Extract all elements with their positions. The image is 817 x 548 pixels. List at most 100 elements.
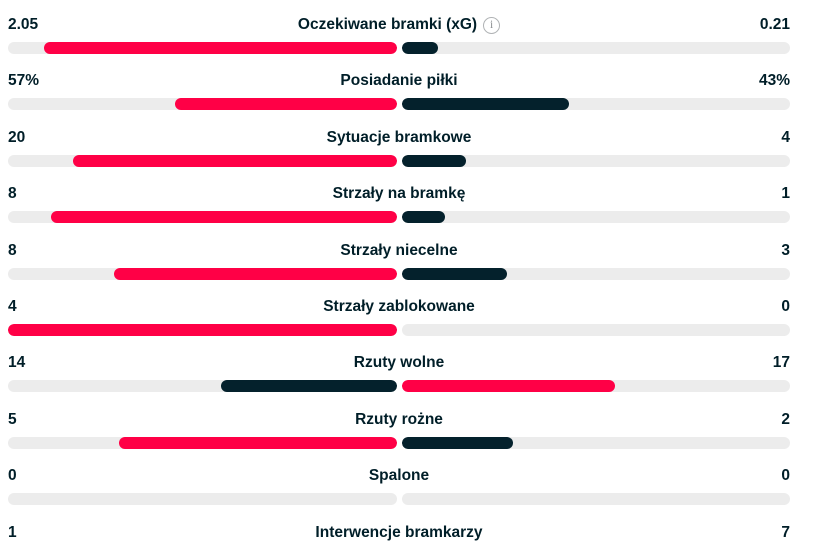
away-bar-track xyxy=(401,211,790,224)
stat-label: Oczekiwane bramki (xG) xyxy=(297,16,478,33)
stat-bar xyxy=(8,42,790,54)
stat-row: 57% Posiadanie piłki i 43% xyxy=(8,56,790,112)
home-value: 57% xyxy=(8,72,40,90)
home-value: 5 xyxy=(8,410,17,428)
stat-bar xyxy=(8,493,790,506)
stat-label: Rzuty wolne xyxy=(353,354,445,372)
away-value: 2 xyxy=(781,410,790,428)
away-bar-track xyxy=(401,493,790,506)
away-bar-track xyxy=(401,98,790,111)
away-value: 7 xyxy=(781,523,790,541)
stat-row-header: 0 Spalone i 0 xyxy=(8,451,790,485)
stat-bar xyxy=(8,154,790,167)
away-value: 0 xyxy=(781,297,790,315)
home-value: 0 xyxy=(8,467,17,485)
home-value: 1 xyxy=(8,523,17,541)
stat-row-header: 8 Strzały na bramkę i 1 xyxy=(8,169,790,203)
stat-row: 20 Sytuacje bramkowe i 4 xyxy=(8,113,790,169)
away-bar-fill xyxy=(401,154,467,167)
away-bar-fill xyxy=(401,267,508,280)
home-bar-fill xyxy=(72,154,397,167)
away-bar-fill xyxy=(401,211,445,224)
stat-row-header: 1 Interwencje bramkarzy i 7 xyxy=(8,508,790,542)
stat-bar xyxy=(8,211,790,224)
stat-label: Posiadanie piłki xyxy=(340,72,458,90)
home-bar-track xyxy=(8,493,397,506)
stat-label: Rzuty rożne xyxy=(355,410,443,428)
stat-label: Strzały niecelne xyxy=(340,241,458,259)
home-bar-track xyxy=(8,154,397,167)
home-value: 8 xyxy=(8,241,17,259)
home-value: 14 xyxy=(8,354,26,372)
stat-row-header: 20 Sytuacje bramkowe i 4 xyxy=(8,113,790,147)
home-bar-fill xyxy=(175,98,397,111)
stat-row-header: 2.05 Oczekiwane bramki (xG) i 0.21 xyxy=(8,0,790,34)
home-bar-fill xyxy=(119,436,397,449)
away-bar-fill xyxy=(401,98,569,111)
stat-label-group: Posiadanie piłki i xyxy=(88,72,710,90)
stat-label-group: Strzały zablokowane i xyxy=(88,298,710,316)
stat-label-group: Rzuty rożne i xyxy=(88,411,710,429)
stat-label: Strzały zablokowane xyxy=(323,297,475,315)
away-value: 4 xyxy=(781,128,790,146)
stat-label-group: Oczekiwane bramki (xG) i xyxy=(88,16,710,34)
away-bar-fill xyxy=(401,380,615,393)
away-value: 3 xyxy=(781,241,790,259)
stat-label-group: Strzały niecelne i xyxy=(88,242,710,260)
away-value: 1 xyxy=(781,185,790,203)
stat-row: 4 Strzały zablokowane i 0 xyxy=(8,282,790,338)
home-value: 2.05 xyxy=(8,16,39,33)
home-bar-fill xyxy=(113,267,397,280)
away-bar-track xyxy=(401,380,790,393)
stat-label-group: Rzuty wolne i xyxy=(88,354,710,372)
away-bar-track xyxy=(401,436,790,449)
home-bar-track xyxy=(8,267,397,280)
home-bar-fill xyxy=(221,380,397,393)
stat-row: 8 Strzały niecelne i 3 xyxy=(8,226,790,282)
home-value: 4 xyxy=(8,297,17,315)
away-bar-track xyxy=(401,267,790,280)
stat-row: 5 Rzuty rożne i 2 xyxy=(8,395,790,451)
stat-row-header: 4 Strzały zablokowane i 0 xyxy=(8,282,790,316)
stat-label: Spalone xyxy=(368,467,430,485)
away-value: 43% xyxy=(758,72,790,90)
away-value: 17 xyxy=(772,354,790,372)
home-value: 20 xyxy=(8,128,26,146)
home-bar-fill xyxy=(8,323,397,336)
stat-bar xyxy=(8,267,790,280)
stat-row: 14 Rzuty wolne i 17 xyxy=(8,338,790,394)
stat-row-header: 8 Strzały niecelne i 3 xyxy=(8,226,790,260)
away-bar-track xyxy=(401,323,790,336)
stats-list: 2.05 Oczekiwane bramki (xG) i 0.21 57% P… xyxy=(8,0,790,548)
stat-row-header: 14 Rzuty wolne i 17 xyxy=(8,338,790,372)
stat-bar xyxy=(8,436,790,449)
stat-row-header: 5 Rzuty rożne i 2 xyxy=(8,395,790,429)
home-bar-fill xyxy=(51,211,397,224)
stat-label-group: Strzały na bramkę i xyxy=(88,185,710,203)
stat-row: 1 Interwencje bramkarzy i 7 xyxy=(8,508,790,548)
info-icon[interactable]: i xyxy=(483,16,501,34)
home-value: 8 xyxy=(8,185,17,203)
stat-row: 2.05 Oczekiwane bramki (xG) i 0.21 xyxy=(8,0,790,56)
home-bar-track xyxy=(8,436,397,449)
away-bar-track xyxy=(401,42,790,54)
stat-label: Sytuacje bramkowe xyxy=(326,128,472,146)
stat-row-header: 57% Posiadanie piłki i 43% xyxy=(8,56,790,90)
home-bar-track xyxy=(8,323,397,336)
home-bar-track xyxy=(8,380,397,393)
away-bar-fill xyxy=(401,436,513,449)
stat-label-group: Sytuacje bramkowe i xyxy=(88,129,710,147)
home-bar-fill xyxy=(44,42,397,54)
stat-bar xyxy=(8,323,790,336)
away-bar-track xyxy=(401,154,790,167)
stat-bar xyxy=(8,380,790,393)
stat-label-group: Interwencje bramkarzy i xyxy=(88,524,710,542)
stat-label-group: Spalone i xyxy=(88,467,710,485)
stat-row: 0 Spalone i 0 xyxy=(8,451,790,507)
home-bar-track xyxy=(8,98,397,111)
away-value: 0.21 xyxy=(759,16,790,33)
away-bar-fill xyxy=(401,42,438,54)
stat-bar xyxy=(8,98,790,111)
away-value: 0 xyxy=(781,467,790,485)
